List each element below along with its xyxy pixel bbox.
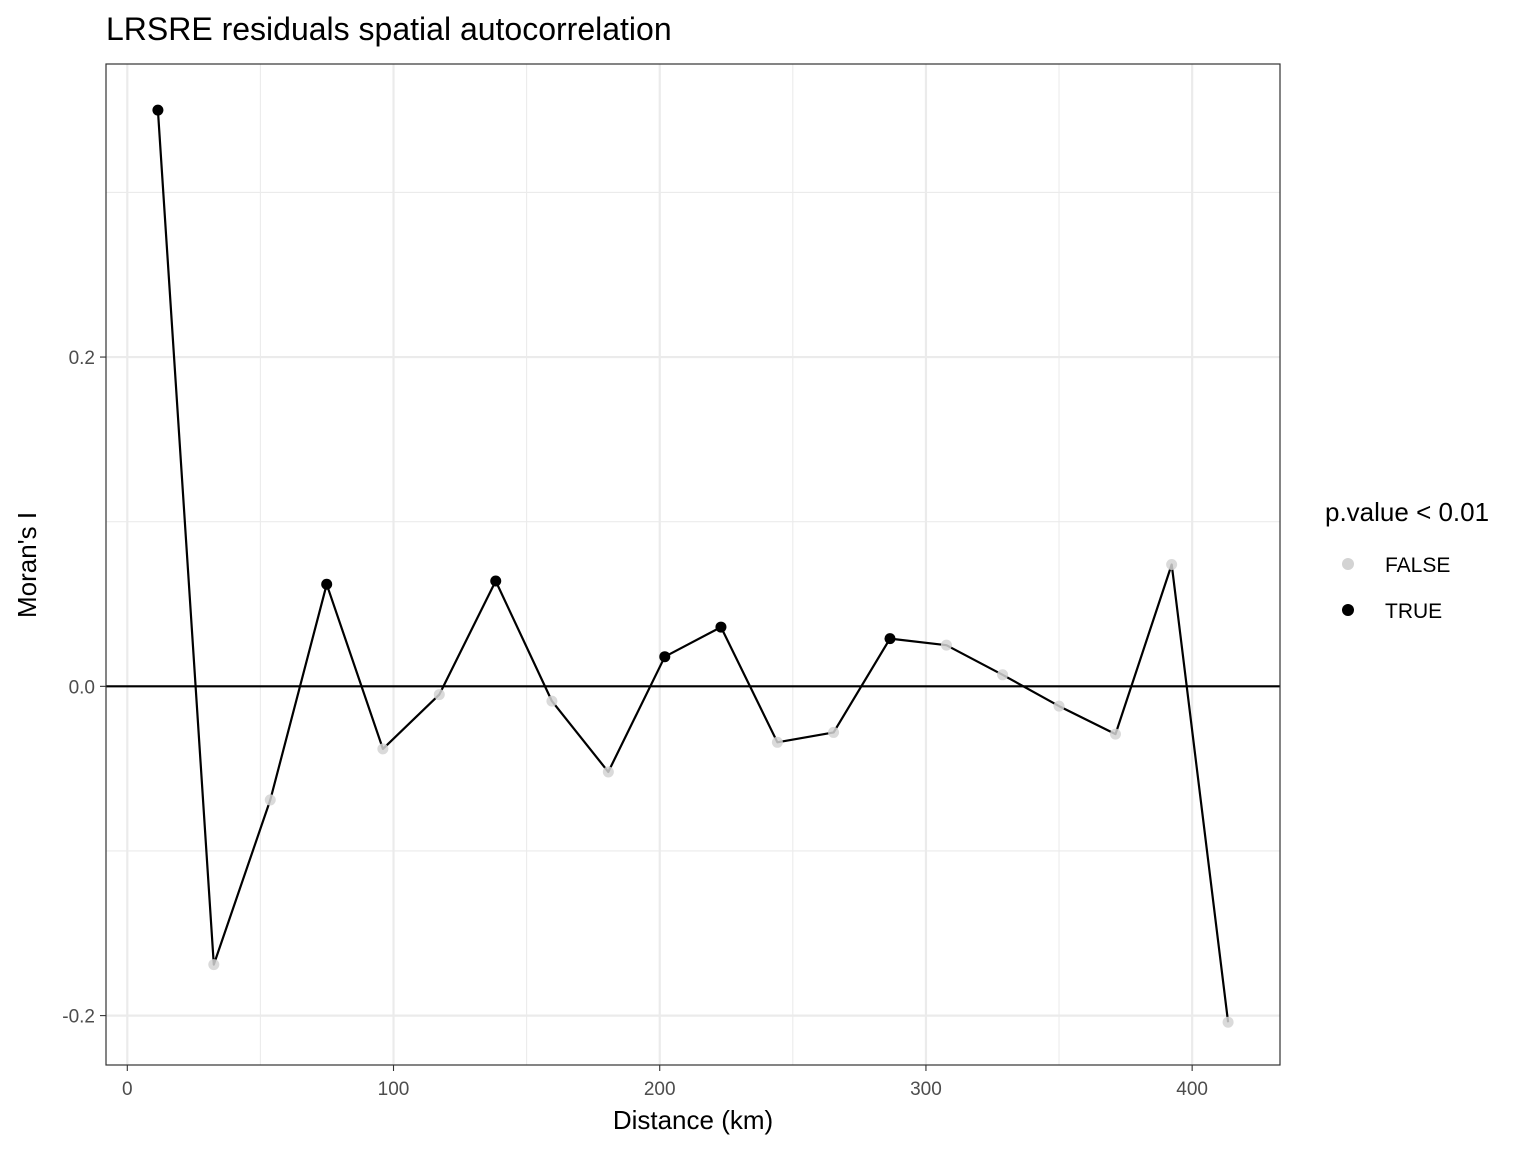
x-tick-label-1: 100 — [378, 1079, 410, 1100]
legend: p.value < 0.01 FALSE TRUE — [1325, 497, 1489, 623]
point-false-11 — [771, 736, 783, 748]
y-tick-label-0: -0.2 — [62, 1007, 95, 1028]
y-tick-label-2: 0.2 — [69, 348, 95, 369]
x-tick-label-3: 300 — [910, 1079, 942, 1100]
point-false-1 — [208, 959, 220, 971]
point-false-12 — [828, 726, 840, 738]
legend-label-true: TRUE — [1385, 600, 1442, 623]
x-axis-title: Distance (km) — [613, 1105, 773, 1135]
point-false-4 — [377, 743, 389, 755]
panel-border — [105, 63, 1281, 1066]
points-layer — [152, 104, 1234, 1028]
point-false-8 — [602, 766, 614, 778]
point-false-19 — [1222, 1016, 1234, 1028]
legend-label-false: FALSE — [1385, 554, 1450, 577]
legend-key-false — [1342, 558, 1354, 570]
point-true-6 — [490, 575, 502, 587]
point-true-3 — [321, 578, 333, 590]
y-axis-title: Moran's I — [12, 512, 42, 618]
series-line-layer — [156, 110, 1230, 1023]
point-false-15 — [997, 669, 1009, 681]
axis-layer: 0 100 200 300 400 -0.2 0.0 0.2 — [62, 348, 1208, 1100]
plot-title: LRSRE residuals spatial autocorrelation — [106, 11, 672, 47]
point-false-7 — [546, 695, 558, 707]
point-false-18 — [1166, 559, 1178, 570]
legend-title: p.value < 0.01 — [1325, 497, 1489, 527]
point-false-17 — [1109, 728, 1121, 740]
point-false-16 — [1053, 700, 1065, 712]
morans-i-series-line — [156, 110, 1230, 1023]
point-false-2 — [264, 794, 276, 806]
x-tick-label-2: 200 — [644, 1079, 676, 1100]
x-tick-label-4: 400 — [1176, 1079, 1208, 1100]
point-false-5 — [433, 689, 445, 701]
point-true-0 — [152, 104, 164, 116]
point-true-10 — [715, 621, 727, 633]
point-true-13 — [884, 633, 896, 645]
point-false-14 — [940, 639, 952, 651]
legend-key-true — [1342, 604, 1354, 616]
x-tick-label-0: 0 — [122, 1079, 133, 1100]
y-tick-label-1: 0.0 — [69, 677, 95, 698]
point-true-9 — [659, 651, 671, 663]
